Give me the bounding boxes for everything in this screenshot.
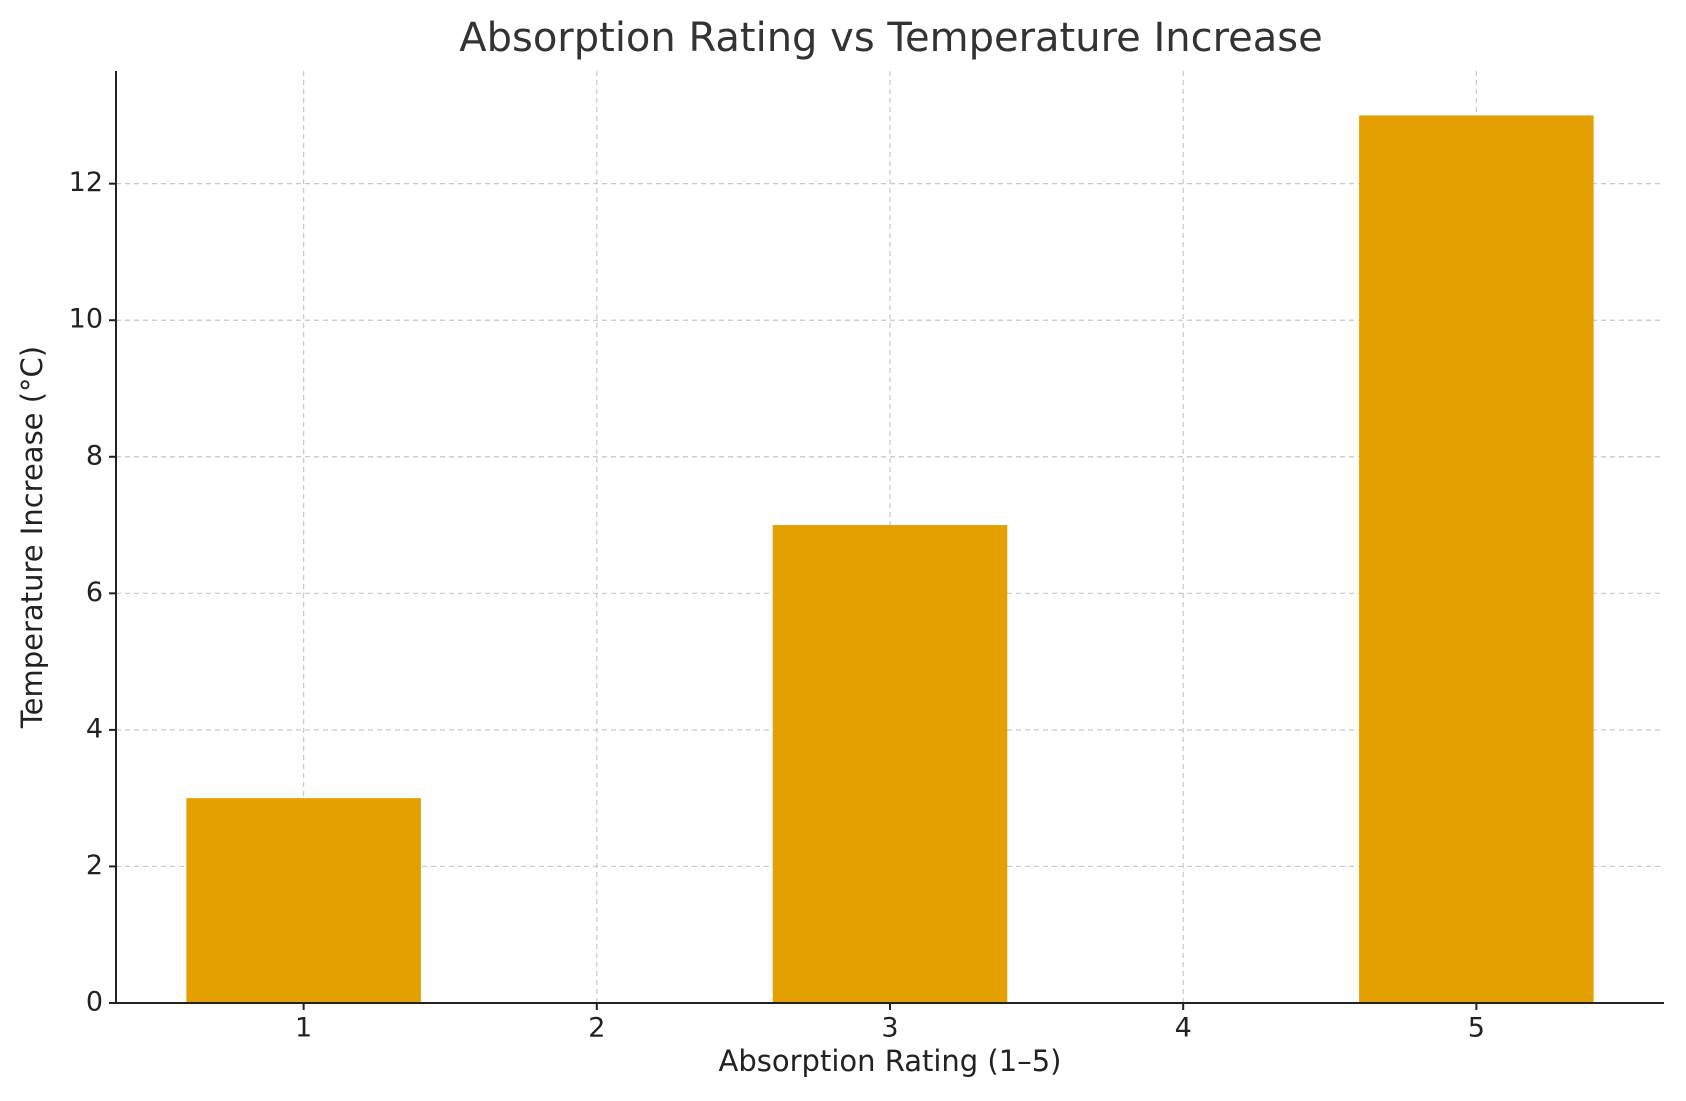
y-tick-label: 10 <box>69 304 103 335</box>
bar <box>1359 115 1594 1003</box>
y-tick-label: 0 <box>86 987 103 1018</box>
y-tick-label: 4 <box>86 713 103 744</box>
x-tick-label: 1 <box>295 1013 312 1044</box>
y-tick-label: 2 <box>86 850 103 881</box>
chart-title: Absorption Rating vs Temperature Increas… <box>459 15 1323 61</box>
x-tick-label: 5 <box>1468 1013 1485 1044</box>
bar <box>186 798 421 1003</box>
y-tick-label: 12 <box>69 167 103 198</box>
bar <box>772 525 1008 1003</box>
x-tick-label: 3 <box>881 1013 898 1044</box>
x-tick-label: 2 <box>588 1013 605 1044</box>
y-tick-label: 8 <box>86 440 103 471</box>
x-axis-label: Absorption Rating (1–5) <box>719 1044 1062 1078</box>
x-tick-label: 4 <box>1175 1013 1192 1044</box>
y-axis-label: Temperature Increase (°C) <box>15 346 49 729</box>
y-tick-label: 6 <box>86 577 103 608</box>
